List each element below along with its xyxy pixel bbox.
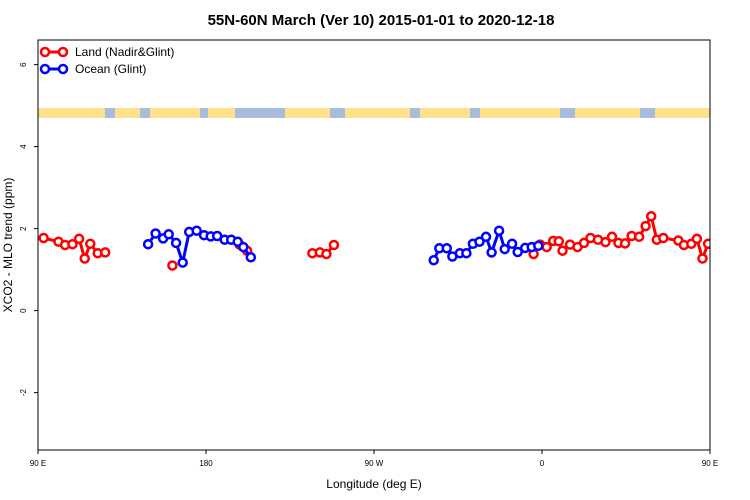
data-point <box>553 236 565 247</box>
data-point <box>578 237 590 249</box>
data-point <box>85 238 96 250</box>
data-point <box>486 247 497 258</box>
map-land-patch <box>38 108 105 118</box>
plot-frame <box>37 39 711 451</box>
map-land-patch <box>208 108 235 118</box>
y-tick-label: 0 <box>19 308 28 313</box>
data-point <box>167 260 178 271</box>
data-point <box>557 245 568 256</box>
x-axis-title: Longitude (deg E) <box>326 477 421 491</box>
data-point <box>461 247 472 259</box>
data-point <box>702 238 710 250</box>
data-point <box>493 225 505 236</box>
data-point <box>428 254 439 266</box>
y-tick-label: 2 <box>19 226 28 231</box>
data-point <box>150 228 161 239</box>
series-1 <box>142 225 544 268</box>
data-point <box>142 238 154 250</box>
legend-label-ocean: Ocean (Glint) <box>75 62 146 76</box>
legend: Land (Nadir&Glint) Ocean (Glint) <box>39 45 174 76</box>
map-band <box>38 108 710 118</box>
data-point <box>321 248 332 260</box>
x-tick-label: 90 E <box>30 459 46 468</box>
data-point <box>658 232 669 244</box>
map-land-patch <box>345 108 410 118</box>
data-point <box>328 239 340 251</box>
data-point <box>697 253 708 264</box>
data-point <box>238 241 249 253</box>
x-tick-label: 90 E <box>702 459 718 468</box>
data-point <box>163 229 174 240</box>
y-tick-label: 6 <box>19 62 28 67</box>
map-land-patch <box>575 108 640 118</box>
data-point <box>73 233 85 245</box>
map-land-patch <box>480 108 560 118</box>
map-land-patch <box>420 108 470 118</box>
data-point <box>191 225 202 236</box>
map-band-land <box>38 108 710 118</box>
y-tick-label: 4 <box>19 144 28 149</box>
data-point <box>600 236 611 248</box>
series-0 <box>38 211 710 271</box>
y-axis-ticks: -2 0 2 4 6 <box>19 62 38 396</box>
data-point <box>499 243 510 255</box>
data-point <box>177 257 188 268</box>
data-point <box>506 238 518 250</box>
y-axis-title: XCO2 - MLO trend (ppm) <box>1 178 15 313</box>
data-point <box>474 236 485 247</box>
legend-marker-ocean <box>39 63 51 75</box>
map-land-patch <box>285 108 330 118</box>
data-point <box>606 231 618 243</box>
series-layer <box>38 211 710 271</box>
x-axis-ticks: 90 E 180 90 W 0 90 E <box>30 450 718 468</box>
legend-marker-land <box>57 46 69 58</box>
map-land-patch <box>150 108 200 118</box>
x-tick-label: 180 <box>199 459 213 468</box>
data-point <box>645 211 657 222</box>
chart-title: 55N-60N March (Ver 10) 2015-01-01 to 202… <box>208 12 555 29</box>
legend-marker-ocean <box>57 63 69 75</box>
map-land-patch <box>115 108 140 118</box>
data-point <box>79 253 90 264</box>
data-point <box>691 233 703 245</box>
data-point <box>619 238 631 249</box>
data-point <box>441 243 453 254</box>
data-point <box>640 220 651 232</box>
legend-label-land: Land (Nadir&Glint) <box>75 45 174 59</box>
data-point <box>170 237 182 249</box>
data-point <box>99 247 111 258</box>
data-point <box>633 231 645 243</box>
data-point <box>245 252 257 263</box>
data-point <box>480 231 492 243</box>
map-land-patch <box>655 108 710 118</box>
data-point <box>533 240 544 252</box>
legend-marker-land <box>39 46 51 58</box>
x-tick-label: 0 <box>540 459 545 468</box>
data-point <box>67 238 78 250</box>
x-tick-label: 90 W <box>365 459 384 468</box>
data-point <box>512 246 523 258</box>
data-point <box>38 232 49 244</box>
y-tick-label: -2 <box>19 388 28 396</box>
